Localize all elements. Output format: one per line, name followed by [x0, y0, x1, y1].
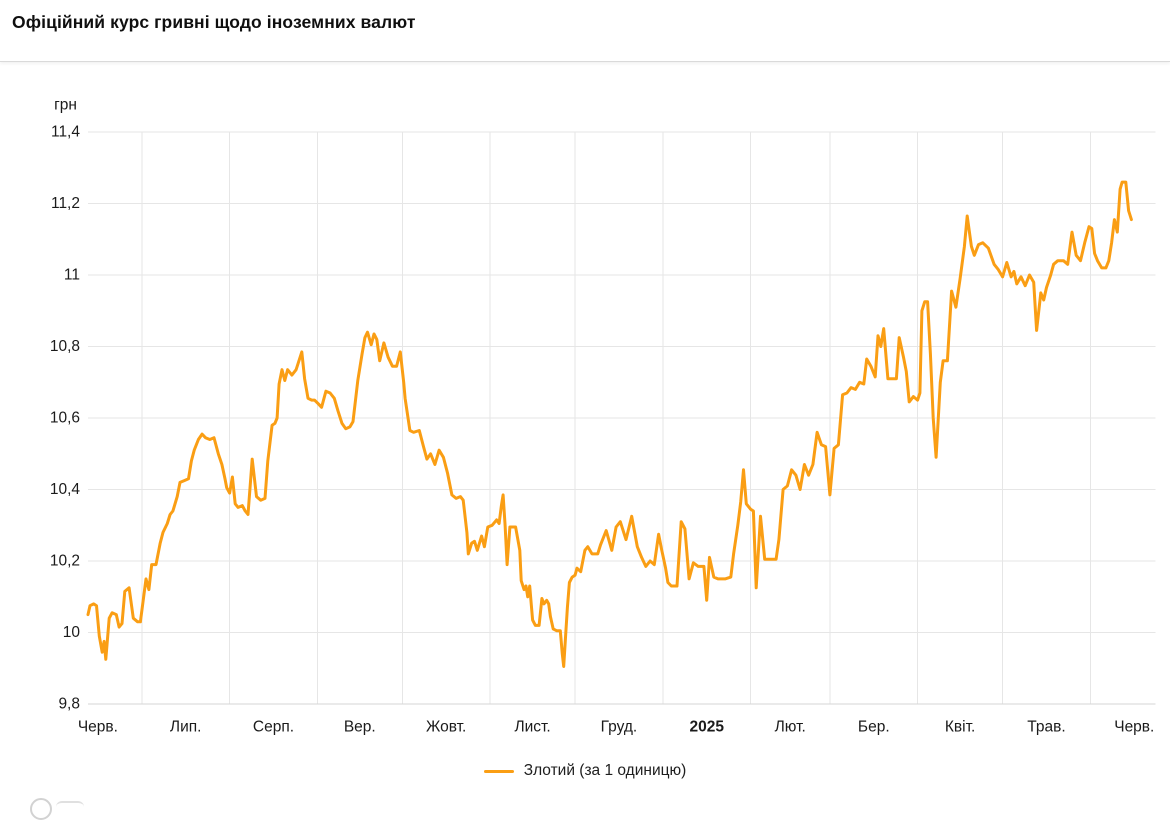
x-tick-label: Черв. — [78, 719, 118, 736]
watermark-partial-glyph — [56, 801, 84, 815]
x-tick-label-year: 2025 — [689, 719, 724, 736]
page-title: Офіційний курс гривні щодо іноземних вал… — [12, 12, 416, 32]
title-bar: Офіційний курс гривні щодо іноземних вал… — [0, 0, 1170, 62]
x-tick-label: Серп. — [253, 719, 294, 736]
y-tick-label: 10,2 — [50, 553, 80, 570]
watermark-partial-logo — [30, 798, 52, 820]
x-tick-label: Лют. — [775, 719, 806, 736]
exchange-rate-chart: 11,4 11,2 11 10,8 10,6 10,4 10,2 10 9,8 грн Черв. Л… — [50, 97, 1156, 736]
legend-label: Злотий (за 1 одиницю) — [523, 762, 687, 779]
x-tick-label: Черв. — [1114, 719, 1154, 736]
y-axis-unit-label: грн — [54, 97, 77, 114]
x-tick-label: Лист. — [514, 719, 550, 736]
legend-line-swatch — [483, 769, 514, 773]
y-tick-label: 11,4 — [51, 124, 80, 141]
x-tick-label: Вер. — [344, 719, 376, 736]
x-tick-label: Трав. — [1027, 719, 1065, 736]
legend-item-zloty[interactable]: Злотий (за 1 одиницю) — [0, 761, 1170, 781]
y-tick-label: 11,2 — [51, 195, 80, 212]
y-tick-label: 11 — [64, 267, 80, 284]
x-tick-label: Лип. — [170, 719, 202, 736]
x-tick-label: Квіт. — [945, 719, 975, 736]
x-tick-label: Жовт. — [426, 719, 466, 736]
y-tick-label: 10,4 — [50, 481, 81, 498]
series-line-zloty[interactable] — [86, 180, 1133, 668]
y-tick-label: 10,8 — [50, 338, 80, 355]
x-tick-label: Бер. — [858, 719, 890, 736]
y-tick-label: 10 — [63, 624, 81, 641]
x-tick-label: Груд. — [601, 719, 638, 736]
y-tick-label: 10,6 — [50, 410, 80, 427]
y-tick-label: 9,8 — [58, 696, 80, 713]
